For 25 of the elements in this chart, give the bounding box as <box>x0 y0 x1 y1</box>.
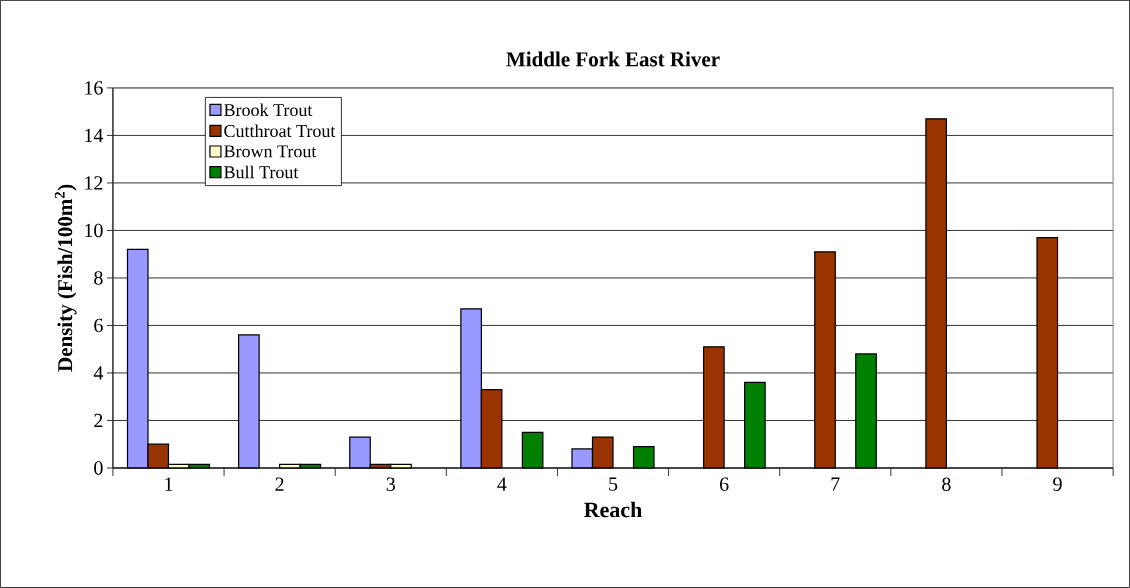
legend-label: Bull Trout <box>224 165 299 179</box>
x-tick-label: 5 <box>609 477 618 491</box>
chart-title: Middle Fork East River <box>506 51 720 67</box>
x-tick-label: 7 <box>831 477 840 491</box>
x-tick-label: 1 <box>165 477 173 491</box>
y-tick-label: 6 <box>94 318 103 333</box>
legend-label: Brown Trout <box>224 145 317 158</box>
x-tick-label: 4 <box>497 477 507 491</box>
legend-label: Brook Trout <box>224 103 313 117</box>
y-tick-label: 10 <box>85 223 103 238</box>
legend-label: Cutthroat Trout <box>224 124 336 138</box>
y-tick-label: 8 <box>94 271 103 285</box>
x-axis-title: Reach <box>584 501 643 518</box>
x-tick-label: 3 <box>386 477 395 491</box>
x-tick-label: 2 <box>275 477 284 491</box>
x-tick-label: 6 <box>720 477 729 491</box>
y-tick-label: 0 <box>94 461 103 475</box>
y-tick-label: 12 <box>85 176 103 190</box>
y-axis-title: Density (Fish/100m$^{2}$) <box>54 184 77 372</box>
y-tick-label: 14 <box>85 128 104 143</box>
x-tick-label: 9 <box>1053 477 1062 491</box>
y-tick-label: 2 <box>94 413 103 428</box>
y-tick-label: 16 <box>85 81 103 95</box>
y-tick-label: 4 <box>93 366 104 380</box>
x-tick-label: 8 <box>942 477 951 492</box>
